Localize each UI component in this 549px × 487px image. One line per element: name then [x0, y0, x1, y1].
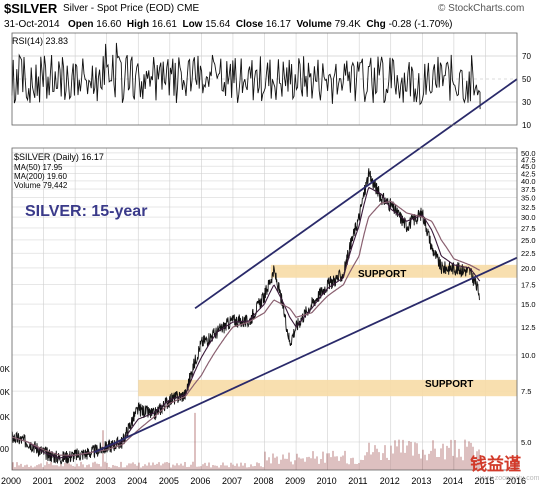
price-tick-label: 7.5 — [521, 387, 531, 396]
x-tick-label: 2007 — [222, 476, 242, 486]
price-tick-label: 12.5 — [521, 323, 536, 332]
x-tick-label: 2004 — [127, 476, 147, 486]
price-tick-label: 42.5 — [521, 169, 536, 178]
trendlines — [93, 78, 518, 454]
rsi-tick-label: 30 — [522, 98, 531, 107]
price-tick-label: 5.0 — [521, 438, 531, 447]
price-tick-label: 22.5 — [521, 249, 536, 258]
chart-description: Silver - Spot Price (EOD) CME — [63, 3, 200, 14]
x-tick-label: 2001 — [33, 476, 53, 486]
quote-line: 31-Oct-2014 Open 16.60 High 16.61 Low 15… — [4, 19, 452, 30]
price-tick-label: 25.0 — [521, 236, 536, 245]
volume-tick-label: 0K — [0, 388, 10, 397]
chart-symbol: $SILVER — [4, 1, 58, 16]
x-tick-label: 2003 — [96, 476, 116, 486]
x-tick-label: 2006 — [190, 476, 210, 486]
price-series — [11, 168, 481, 465]
axis-ticks: 70 50 30 10 50.047.545.042.540.037.535.032.5… — [0, 52, 536, 486]
change-label: Chg — [366, 19, 386, 30]
price-tick-label: 27.5 — [521, 224, 536, 233]
volume-tick-label: 0K — [0, 413, 10, 422]
x-tick-label: 2002 — [64, 476, 84, 486]
channel-trendline — [194, 78, 518, 310]
volume-tick-label: 00 — [0, 445, 9, 454]
price-tick-label: 10.0 — [521, 351, 536, 360]
x-tick-label: 2011 — [348, 476, 367, 486]
legend-ma50: MA(50) 17.95 — [14, 163, 63, 172]
close-value: 16.17 — [265, 19, 291, 30]
price-tick-label: 32.5 — [521, 203, 536, 212]
x-tick-label: 2012 — [380, 476, 400, 486]
legend-volume: Volume 79,442 — [14, 181, 68, 190]
support-trendline — [93, 256, 518, 454]
stockcharts-credit[interactable]: © StockCharts.com — [438, 3, 525, 14]
price-tick-label: 35.0 — [521, 194, 536, 203]
price-tick-label: 50.0 — [521, 149, 536, 158]
support-band — [138, 379, 517, 397]
low-value: 15.64 — [205, 19, 231, 30]
x-tick-label: 2016 — [506, 476, 526, 486]
high-value: 16.61 — [151, 19, 177, 30]
panel-frames — [11, 32, 518, 471]
x-tick-label: 2005 — [159, 476, 179, 486]
rsi-line — [11, 42, 481, 110]
price-panel-frame — [11, 147, 518, 471]
x-tick-label: 2008 — [254, 476, 274, 486]
legend-ma200: MA(200) 19.60 — [14, 172, 67, 181]
quote-date: 31-Oct-2014 — [4, 19, 60, 30]
x-tick-label: 2010 — [317, 476, 337, 486]
volume-label: Volume — [296, 19, 332, 30]
rsi-tick-label: 70 — [522, 52, 531, 61]
price-tick-label: 30.0 — [521, 213, 536, 222]
low-label: Low — [182, 19, 203, 30]
x-tick-label: 2014 — [443, 476, 463, 486]
x-tick-label: 2013 — [411, 476, 431, 486]
change-value: -0.28 (-1.70%) — [388, 19, 453, 30]
x-tick-label: 2000 — [1, 476, 21, 486]
volume-value: 79.4K — [334, 19, 361, 30]
price-tick-label: 17.5 — [521, 281, 536, 290]
logo-text: 钱益谨 — [470, 454, 521, 474]
price-tick-label: 37.5 — [521, 185, 536, 194]
price-tick-label: 40.0 — [521, 177, 536, 186]
volume-tick-label: 0K — [0, 365, 10, 374]
support-label-lower: SUPPORT — [425, 379, 473, 390]
x-tick-label: 2015 — [474, 476, 494, 486]
price-tick-label: 45.0 — [521, 162, 536, 171]
open-value: 16.60 — [96, 19, 122, 30]
x-tick-label: 2009 — [285, 476, 305, 486]
open-label: Open — [67, 19, 94, 30]
rsi-series — [11, 42, 481, 110]
rsi-tick-label: 50 — [522, 75, 531, 84]
rsi-legend: RSI(14) 23.83 — [12, 36, 68, 46]
price-tick-label: 47.5 — [521, 155, 536, 164]
rsi-tick-label: 10 — [522, 121, 531, 130]
price-tick-label: 15.0 — [521, 300, 536, 309]
ma200-line — [11, 200, 481, 456]
high-label: High — [126, 19, 150, 30]
legend-price: $SILVER (Daily) 16.17 — [14, 152, 104, 162]
volume-bars — [12, 412, 480, 470]
support-label-upper: SUPPORT — [358, 269, 406, 280]
price-tick-label: 20.0 — [521, 264, 536, 273]
close-label: Close — [235, 19, 264, 30]
annotation-title: SILVER: 15-year — [25, 203, 147, 220]
watermark: www.zoosayitu.com — [477, 475, 540, 482]
chart-labels: RSI(14) 23.83 $SILVER (Daily) 16.17 MA(5… — [12, 36, 540, 482]
rsi-panel-frame — [11, 32, 518, 126]
